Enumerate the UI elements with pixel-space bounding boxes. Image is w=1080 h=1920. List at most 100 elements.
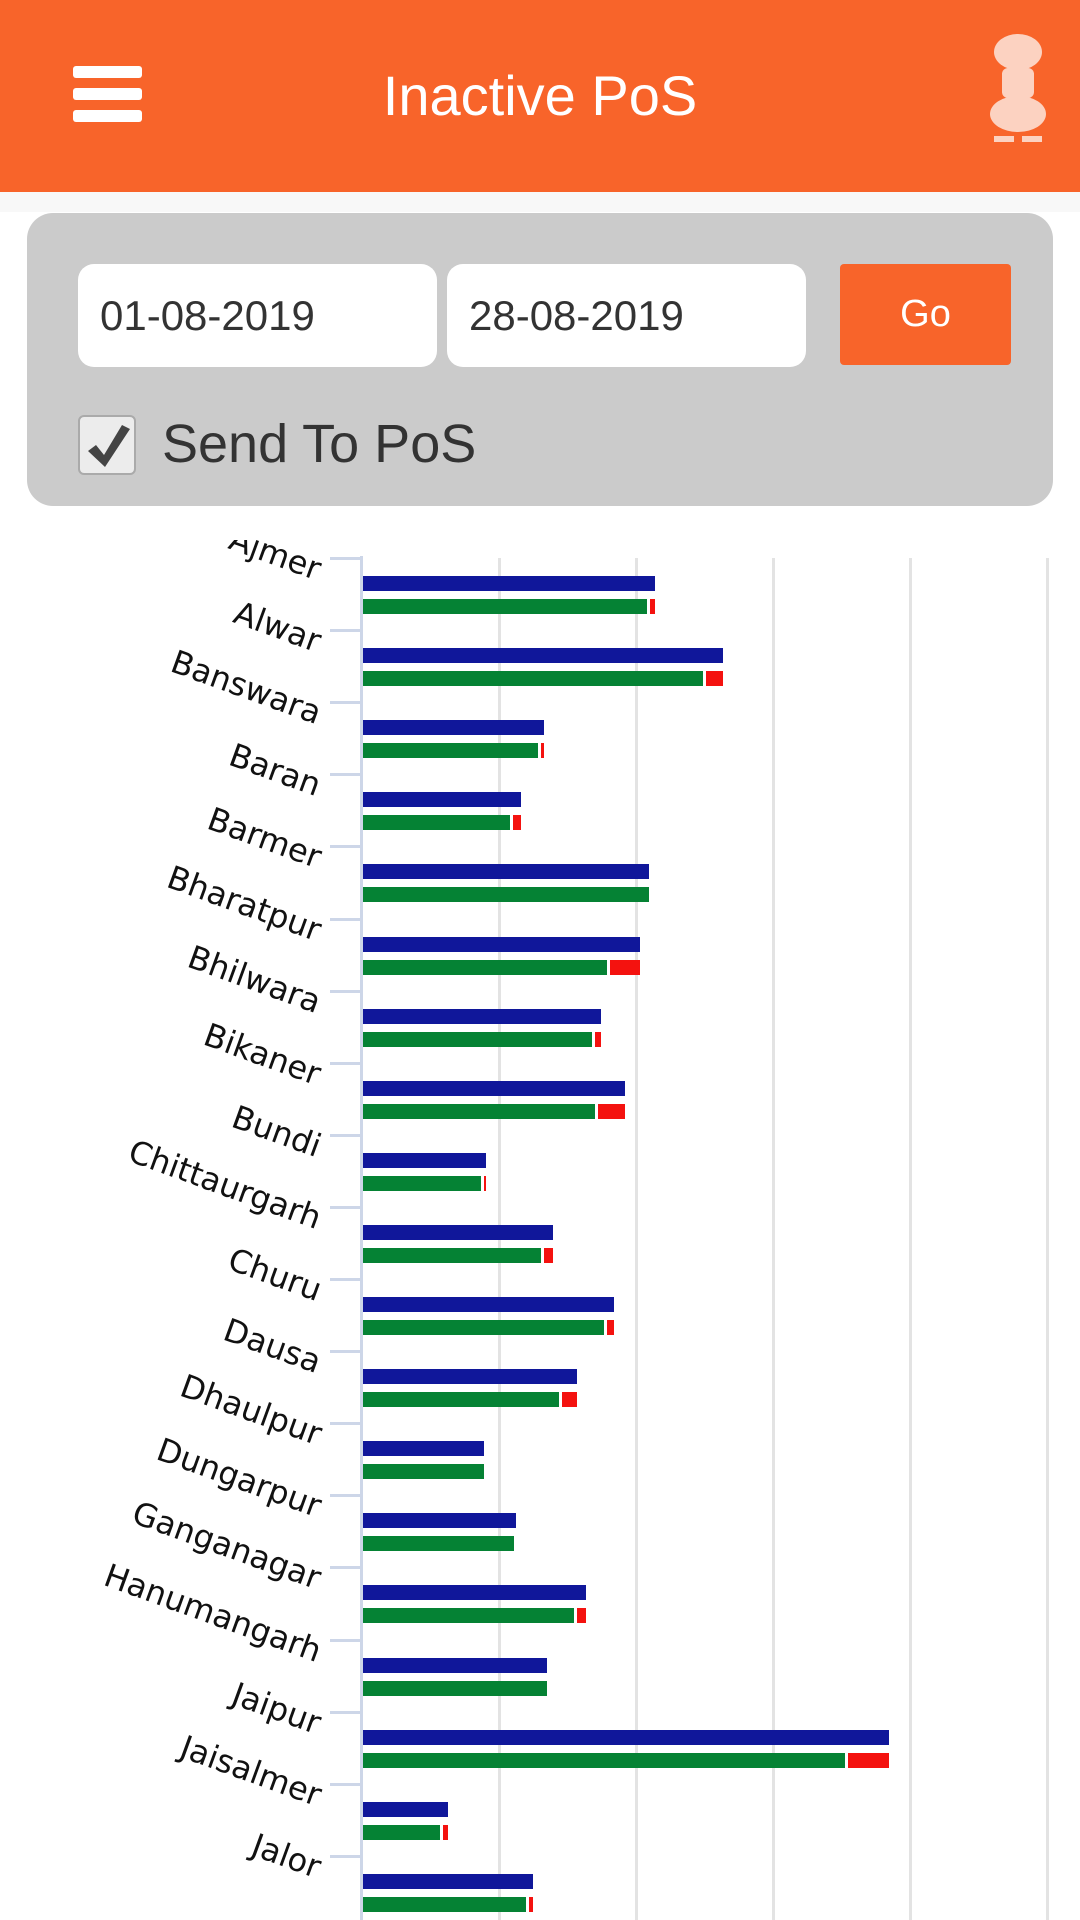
- bar-red[interactable]: [607, 1320, 614, 1335]
- inactive-pos-bar-chart: Ajmer Alwar Banswara Baran Barmer Bharatpur Bh…: [0, 540, 1080, 1920]
- category-label: Baran: [224, 736, 327, 805]
- bar-total[interactable]: [363, 1297, 614, 1312]
- bar-total[interactable]: [363, 1008, 602, 1024]
- axis-tick: [330, 773, 362, 777]
- bar-green[interactable]: [363, 1320, 605, 1335]
- bar-red[interactable]: [512, 815, 521, 831]
- hamburger-icon[interactable]: [73, 66, 142, 122]
- bar-red[interactable]: [594, 1031, 602, 1047]
- bar-total[interactable]: [363, 720, 544, 736]
- bar-green[interactable]: [363, 959, 607, 975]
- axis-tick: [330, 1422, 362, 1426]
- bar-red[interactable]: [442, 1824, 448, 1840]
- axis-tick: [330, 1638, 362, 1642]
- checkmark-icon: [88, 425, 130, 467]
- category-label: Dhaulpur: [174, 1366, 327, 1454]
- axis-tick: [330, 1566, 362, 1570]
- axis-tick: [330, 1205, 362, 1209]
- bar-red[interactable]: [529, 1896, 533, 1912]
- bar-green[interactable]: [363, 1680, 547, 1696]
- axis-tick: [330, 557, 362, 560]
- bar-green[interactable]: [363, 1464, 484, 1480]
- category-label: Jaipur: [227, 1674, 327, 1742]
- category-label: Bikaner: [199, 1015, 327, 1093]
- bar-total[interactable]: [363, 576, 655, 591]
- bar-total[interactable]: [363, 792, 521, 808]
- axis-tick: [330, 1350, 362, 1354]
- category-label: Barmer: [202, 800, 327, 877]
- bar-green[interactable]: [363, 1247, 542, 1263]
- axis-tick: [330, 845, 362, 849]
- bar-green[interactable]: [363, 1824, 440, 1840]
- bar-total[interactable]: [363, 1585, 587, 1601]
- bar-total[interactable]: [363, 1657, 547, 1673]
- gridline: [1046, 558, 1049, 1920]
- send-to-pos-checkbox[interactable]: [78, 415, 136, 475]
- to-date-input[interactable]: [447, 264, 806, 367]
- bar-green[interactable]: [363, 887, 650, 903]
- bar-green[interactable]: [363, 1752, 846, 1768]
- bar-total[interactable]: [363, 936, 640, 952]
- bar-total[interactable]: [363, 1152, 487, 1168]
- app-header: Inactive PoS: [0, 0, 1080, 192]
- bar-red[interactable]: [561, 1392, 577, 1408]
- gridline: [772, 558, 775, 1920]
- bar-green[interactable]: [363, 1103, 595, 1119]
- bar-red[interactable]: [848, 1752, 890, 1768]
- national-emblem-logo: [990, 34, 1046, 142]
- bar-total[interactable]: [363, 1224, 554, 1240]
- axis-tick: [330, 1133, 362, 1137]
- bar-red[interactable]: [597, 1103, 625, 1119]
- axis-tick: [330, 1494, 362, 1498]
- bar-total[interactable]: [363, 1729, 890, 1745]
- y-axis-line: [360, 556, 363, 1920]
- from-date-input[interactable]: [78, 264, 437, 367]
- bar-red[interactable]: [576, 1608, 587, 1624]
- bar-red[interactable]: [483, 1175, 487, 1191]
- send-to-pos-label: Send To PoS: [162, 414, 477, 474]
- bar-green[interactable]: [363, 671, 703, 687]
- category-label: Jalor: [247, 1825, 327, 1886]
- go-button[interactable]: Go: [840, 264, 1011, 365]
- category-label: Churu: [222, 1240, 327, 1309]
- bar-total[interactable]: [363, 648, 724, 664]
- bar-green[interactable]: [363, 743, 539, 759]
- axis-tick: [330, 629, 362, 633]
- bar-total[interactable]: [363, 1080, 625, 1096]
- axis-tick: [330, 1061, 362, 1065]
- bar-total[interactable]: [363, 1513, 517, 1529]
- bar-total[interactable]: [363, 1873, 533, 1889]
- bar-red[interactable]: [705, 671, 724, 687]
- bar-green[interactable]: [363, 599, 647, 614]
- axis-tick: [330, 701, 362, 705]
- bar-total[interactable]: [363, 1369, 577, 1385]
- filter-panel: Go Send To PoS: [27, 213, 1053, 506]
- bar-green[interactable]: [363, 815, 510, 831]
- bar-green[interactable]: [363, 1392, 559, 1408]
- gridline: [909, 558, 912, 1920]
- axis-tick: [330, 1854, 362, 1858]
- axis-tick: [330, 989, 362, 993]
- axis-tick: [330, 1278, 362, 1281]
- bar-red[interactable]: [541, 743, 544, 759]
- bar-total[interactable]: [363, 1801, 448, 1817]
- axis-tick: [330, 917, 362, 921]
- category-label: Alwar: [229, 593, 327, 660]
- category-label: Jaisalmer: [175, 1727, 327, 1814]
- bar-total[interactable]: [363, 864, 650, 880]
- gridline: [635, 558, 638, 1920]
- bar-red[interactable]: [544, 1247, 554, 1263]
- axis-tick: [330, 1710, 362, 1714]
- bar-total[interactable]: [363, 1441, 484, 1457]
- bar-red[interactable]: [649, 599, 655, 614]
- bar-green[interactable]: [363, 1175, 481, 1191]
- bar-green[interactable]: [363, 1608, 574, 1624]
- bar-green[interactable]: [363, 1031, 592, 1047]
- category-label: Bhilwara: [183, 937, 327, 1021]
- bar-red[interactable]: [609, 959, 640, 975]
- bar-green[interactable]: [363, 1536, 514, 1552]
- category-label: Bundi: [227, 1097, 327, 1165]
- header-shadow: [0, 192, 1080, 212]
- bar-green[interactable]: [363, 1896, 527, 1912]
- axis-tick: [330, 1782, 362, 1786]
